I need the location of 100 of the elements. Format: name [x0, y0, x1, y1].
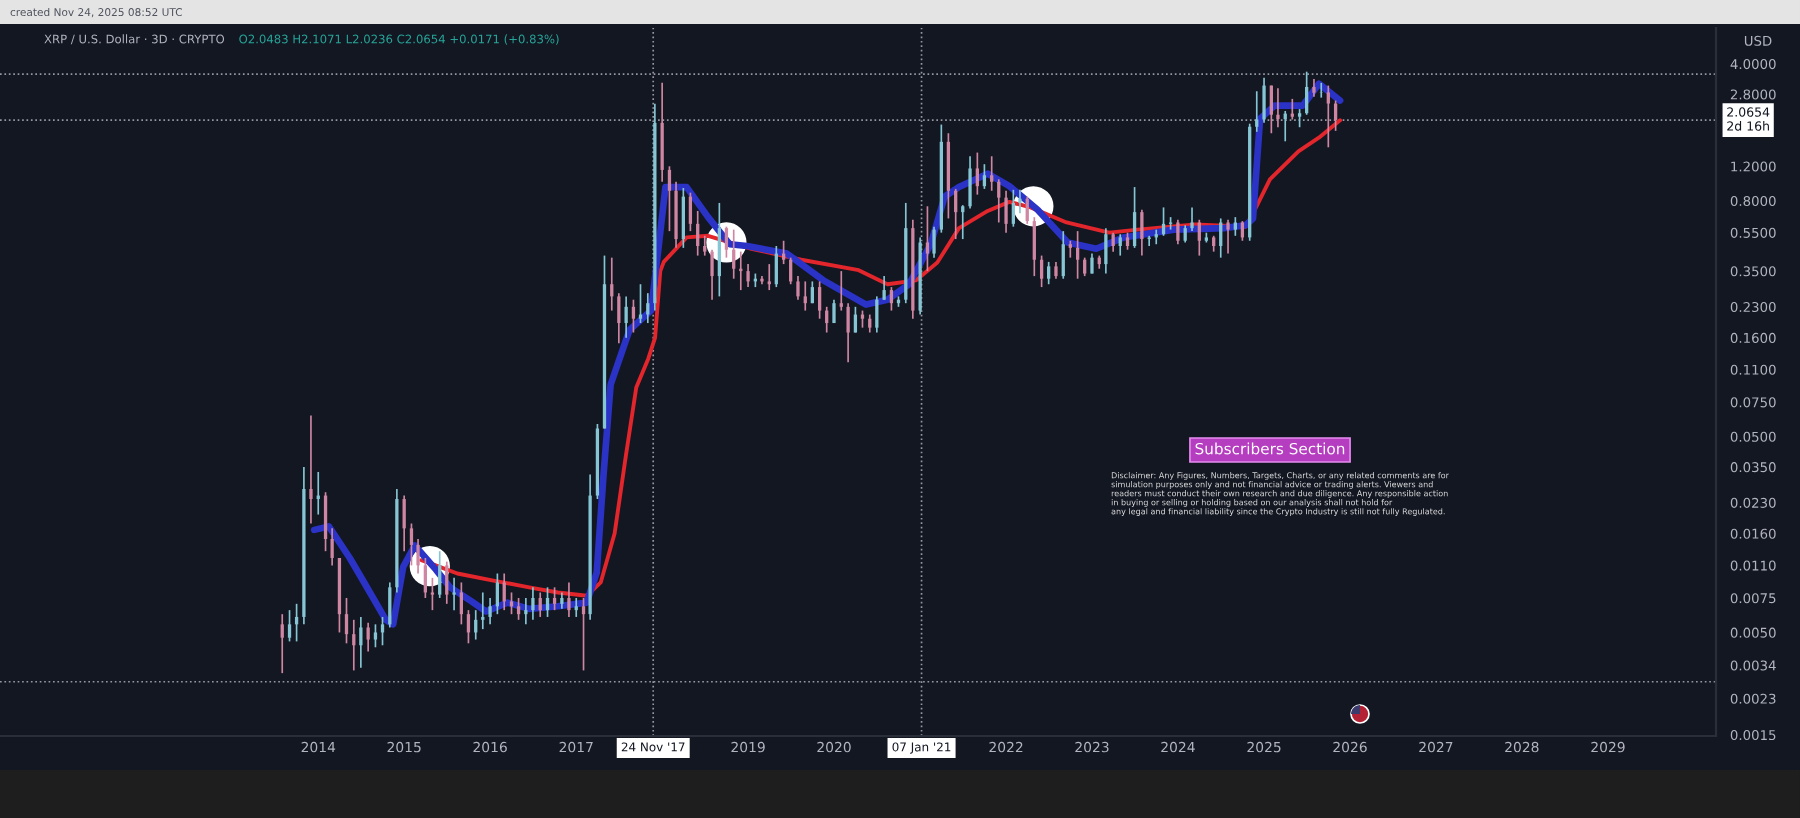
candlestick [954, 188, 958, 240]
candlestick [990, 155, 994, 192]
candlestick [1090, 252, 1094, 275]
candlestick [1075, 230, 1080, 280]
candlestick [1140, 208, 1144, 257]
candlestick [1111, 231, 1115, 253]
candlestick [1104, 227, 1108, 275]
candlestick [423, 557, 427, 599]
candlestick [961, 204, 965, 240]
candlestick [724, 225, 729, 259]
candlestick [309, 414, 313, 525]
candlestick [839, 270, 843, 312]
candlestick [1018, 188, 1022, 215]
candlestick [1233, 216, 1237, 237]
candlestick [781, 239, 786, 265]
candlestick [660, 82, 664, 183]
candlestick [430, 577, 435, 611]
candlestick [646, 292, 650, 324]
candlestick [330, 527, 334, 567]
candlestick [1011, 188, 1016, 228]
candlestick [617, 292, 621, 344]
candlestick [1083, 256, 1087, 277]
candlestick [667, 165, 672, 232]
candlestick [1276, 87, 1280, 129]
candlestick [846, 302, 850, 363]
candlestick [696, 210, 700, 257]
candlestick [1269, 84, 1273, 135]
candlestick [1039, 254, 1044, 288]
candlestick [624, 295, 628, 339]
candlestick [323, 491, 328, 553]
candlestick [803, 280, 807, 312]
candlestick [1032, 216, 1036, 277]
candlestick [817, 280, 822, 320]
candlestick [732, 228, 736, 280]
candlestick [416, 538, 420, 575]
candlestick [746, 263, 750, 288]
candlestick [688, 191, 693, 232]
candlestick [1004, 189, 1008, 234]
candlestick [552, 586, 557, 611]
candlestick [610, 256, 614, 312]
candlestick [889, 286, 894, 312]
candlestick [925, 205, 930, 272]
candlestick [567, 581, 571, 618]
candlestick [1147, 234, 1151, 247]
candlestick [516, 597, 521, 621]
candlestick [359, 616, 363, 669]
candlestick [409, 522, 414, 567]
candlestick [524, 597, 528, 626]
candlestick [875, 295, 879, 334]
candlestick [438, 550, 442, 599]
candlestick [445, 560, 449, 605]
candlestick [459, 581, 464, 626]
candlestick [710, 248, 714, 301]
candlestick [1297, 108, 1302, 129]
candlestick [1219, 217, 1223, 259]
candlestick [882, 275, 886, 301]
candlestick [997, 178, 1001, 224]
candlestick [1326, 84, 1330, 149]
candlestick [466, 609, 471, 645]
candlestick [1226, 218, 1230, 255]
candlestick [388, 581, 392, 629]
candlestick [574, 597, 578, 618]
candlestick [631, 298, 636, 334]
candlestick [366, 621, 370, 653]
candlestick [1118, 233, 1122, 257]
candlestick [509, 591, 514, 615]
candlestick [1176, 218, 1180, 246]
candlestick [402, 494, 406, 553]
candlestick [767, 263, 771, 291]
candlestick [982, 163, 987, 190]
candlestick [452, 577, 456, 611]
candlestick [488, 597, 492, 626]
candlestick [502, 572, 506, 611]
candlestick [1262, 76, 1266, 124]
candlestick [1132, 186, 1137, 249]
candlestick [280, 613, 284, 674]
candlestick [531, 586, 535, 621]
candlestick [853, 305, 858, 334]
candlestick [1290, 98, 1294, 121]
candlestick [581, 597, 586, 672]
candlestick [545, 586, 550, 618]
candlestick [681, 187, 685, 249]
candlestick [1068, 239, 1072, 259]
candlestick [932, 225, 936, 259]
candlestick [1240, 220, 1245, 242]
candlestick [796, 275, 800, 301]
candlestick [1305, 70, 1309, 116]
candlestick [538, 591, 542, 618]
candlestick [495, 572, 500, 615]
candlestick [1197, 218, 1201, 257]
candlestick [373, 623, 378, 649]
candlestick [1190, 206, 1194, 232]
candlestick [717, 202, 721, 298]
candlestick [703, 234, 707, 257]
candlestick [481, 591, 485, 630]
candlestick [287, 609, 292, 643]
candlestick [344, 597, 349, 645]
candlestick [1319, 82, 1323, 99]
candlestick [975, 151, 979, 196]
candlestick [968, 155, 972, 210]
